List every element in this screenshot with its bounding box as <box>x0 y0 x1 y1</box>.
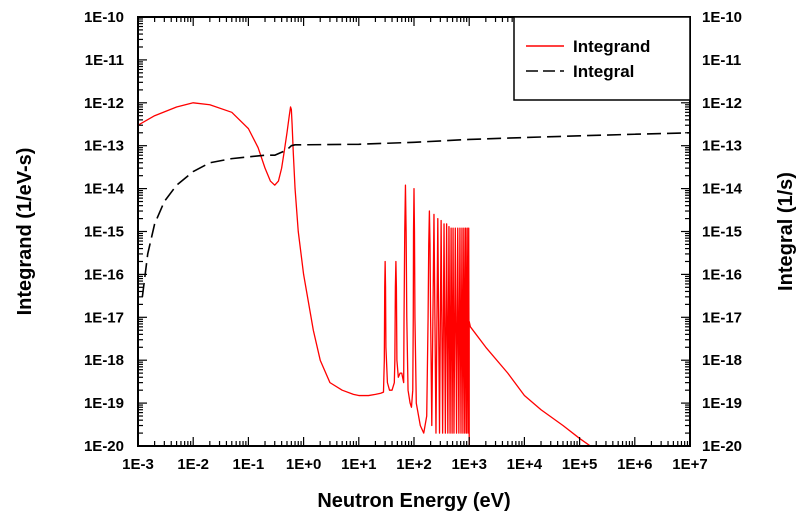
x-tick-label: 1E-1 <box>233 456 265 473</box>
y-tick-label-left: 1E-15 <box>84 224 124 241</box>
y-tick-label-right: 1E-19 <box>702 395 742 412</box>
legend-box <box>513 16 691 101</box>
y-tick-label-left: 1E-17 <box>84 309 124 326</box>
y-tick-label-right: 1E-10 <box>702 9 742 26</box>
y-tick-label-left: 1E-13 <box>84 138 124 155</box>
y-tick-label-left: 1E-10 <box>84 9 124 26</box>
series-line-integrand <box>138 102 592 446</box>
y-tick-label-left: 1E-12 <box>84 95 124 112</box>
x-tick-label: 1E+6 <box>617 456 652 473</box>
x-axis-title: Neutron Energy (eV) <box>317 490 510 512</box>
y-tick-label-right: 1E-16 <box>702 266 742 283</box>
y-tick-label-right: 1E-15 <box>702 224 742 241</box>
plot-traces <box>138 102 690 446</box>
x-tick-label: 1E+0 <box>286 456 321 473</box>
y-tick-label-right: 1E-17 <box>702 309 742 326</box>
y-tick-label-right: 1E-18 <box>702 352 742 369</box>
y-tick-label-left: 1E-20 <box>84 438 124 455</box>
y-axis-title-right: Integral (1/s) <box>775 172 797 291</box>
x-tick-label: 1E+4 <box>507 456 543 473</box>
legend: Integrand Integral <box>513 16 691 101</box>
y-tick-label-left: 1E-11 <box>85 52 124 69</box>
x-tick-label: 1E+2 <box>396 456 431 473</box>
x-tick-label: 1E-3 <box>122 456 154 473</box>
y-axis-title-left: Integrand (1/eV-s) <box>14 148 36 316</box>
y-tick-label-left: 1E-14 <box>84 181 125 198</box>
x-tick-label: 1E+1 <box>341 456 376 473</box>
y-tick-label-right: 1E-11 <box>702 52 741 69</box>
y-tick-label-right: 1E-20 <box>702 438 742 455</box>
y-tick-label-left: 1E-19 <box>84 395 124 412</box>
x-tick-label: 1E+5 <box>562 456 597 473</box>
y-tick-label-left: 1E-16 <box>84 266 124 283</box>
series-line-integral <box>141 131 690 297</box>
x-tick-label: 1E+7 <box>672 456 707 473</box>
y-tick-label-right: 1E-13 <box>702 138 742 155</box>
y-tick-label-right: 1E-12 <box>702 95 742 112</box>
legend-label-integrand: Integrand <box>573 37 650 56</box>
y-tick-label-right: 1E-14 <box>702 181 743 198</box>
tick-labels: 1E-3 1E-2 1E-1 1E+0 1E+1 1E+2 1E+3 1E+4 1E+5 1E+6… <box>84 9 743 473</box>
x-tick-label: 1E+3 <box>451 456 486 473</box>
x-tick-label: 1E-2 <box>177 456 209 473</box>
y-tick-label-left: 1E-18 <box>84 352 124 369</box>
legend-label-integral: Integral <box>573 62 634 81</box>
